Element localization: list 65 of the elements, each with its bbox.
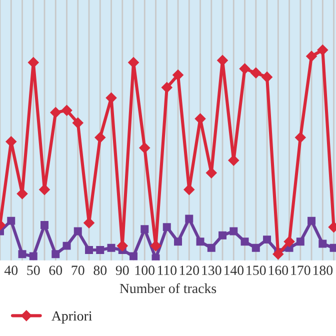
point (306, 50, 317, 62)
point (185, 214, 194, 223)
point (318, 240, 327, 248)
point (263, 236, 272, 244)
point (196, 238, 204, 246)
x-tick-label: 130 (202, 266, 222, 276)
x-tick-label: 100 (135, 266, 155, 276)
point (317, 44, 328, 56)
x-tick-label: 70 (72, 266, 84, 276)
x-axis-title: Number of tracks (120, 283, 216, 294)
point (85, 246, 93, 254)
point (116, 240, 128, 252)
x-tick-label: 170 (291, 266, 310, 276)
point (207, 244, 216, 252)
point (294, 132, 306, 143)
point (39, 184, 50, 195)
point (72, 117, 84, 128)
point (7, 216, 16, 225)
point (217, 54, 228, 66)
point (106, 92, 117, 104)
point (262, 72, 272, 83)
point (250, 67, 262, 78)
point (62, 242, 71, 250)
point (296, 238, 304, 246)
point (162, 223, 171, 232)
point (218, 231, 227, 240)
x-tick-label: 180 (313, 266, 333, 276)
point (152, 254, 160, 260)
point (139, 142, 150, 154)
point (130, 252, 138, 260)
point (52, 250, 60, 258)
x-tick-label: 40 (4, 266, 18, 276)
point (252, 244, 260, 252)
point (174, 238, 182, 246)
point (161, 82, 172, 93)
point (128, 57, 139, 68)
x-tick-label: 80 (94, 266, 107, 276)
point (40, 220, 48, 229)
legend-label: Apriori (52, 311, 92, 324)
point (308, 216, 316, 225)
point (28, 57, 39, 68)
point (230, 227, 238, 236)
point (239, 63, 250, 74)
point (18, 250, 26, 258)
point (140, 225, 149, 234)
point (29, 252, 38, 260)
point (184, 184, 195, 195)
x-tick-label: 90 (116, 266, 129, 276)
point (172, 70, 184, 80)
x-tick-label: 140 (224, 266, 244, 276)
x-tick-label: 120 (180, 266, 200, 276)
point (284, 236, 295, 248)
x-tick-label: 60 (49, 266, 62, 276)
point (240, 238, 249, 246)
point (74, 227, 82, 236)
point (61, 104, 72, 116)
x-tick-label: 160 (268, 266, 288, 276)
point (94, 132, 106, 143)
x-tick-label: 150 (246, 266, 266, 276)
x-tick-label: 50 (27, 266, 40, 276)
point (50, 107, 62, 118)
point (107, 244, 116, 252)
x-tick-label: 110 (158, 266, 177, 276)
point (96, 246, 104, 254)
point (272, 248, 284, 260)
